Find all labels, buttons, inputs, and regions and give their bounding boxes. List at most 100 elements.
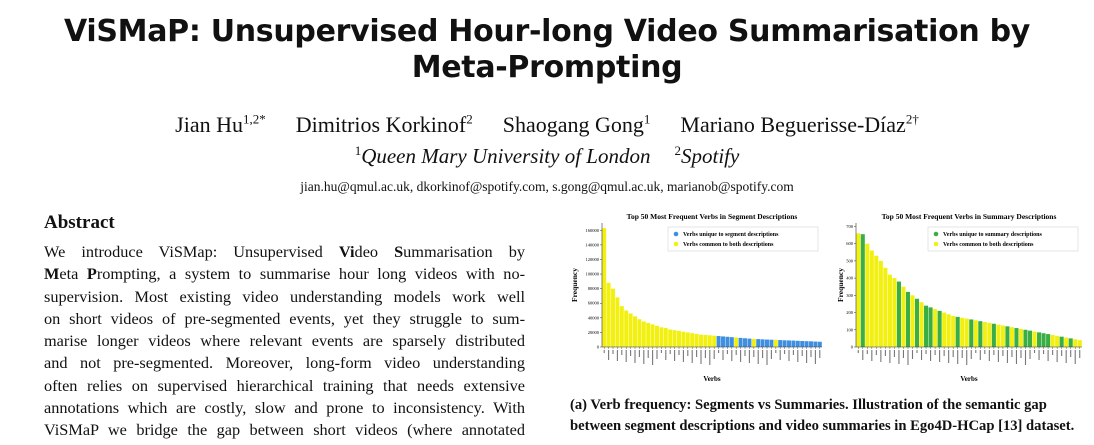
text-run: on short videos of pre-segmented events,… (44, 308, 525, 328)
y-tick-label: 0 (851, 345, 854, 350)
bar (817, 341, 822, 347)
bar (878, 260, 883, 347)
bar (982, 322, 987, 347)
text-line: on short videos of pre-segmented events,… (44, 308, 525, 330)
y-tick-label: 160000 (586, 228, 600, 233)
y-tick-label: 0 (597, 345, 600, 350)
bar (973, 320, 978, 347)
bar (650, 324, 655, 347)
bar (946, 314, 951, 347)
bar (1018, 328, 1024, 347)
x-axis-label: Verbs (703, 375, 721, 383)
bar (641, 321, 646, 347)
bar (690, 333, 695, 347)
legend-label: Verbs common to both descriptions (683, 242, 774, 248)
y-tick-label: 400 (846, 276, 854, 281)
text-line: marise longer videos where relevant even… (44, 330, 525, 352)
affiliation-mark: 2 (674, 143, 681, 158)
bar (1050, 334, 1055, 347)
affiliation: 2Spotify (674, 143, 739, 168)
bar (1077, 340, 1082, 347)
bar (637, 319, 642, 347)
bar (1037, 332, 1042, 347)
bar (991, 323, 996, 347)
legend-box (667, 226, 819, 252)
bar (951, 316, 956, 347)
bar (1055, 335, 1060, 347)
text-line: often relies on supervised hierarchical … (44, 375, 525, 397)
bar (892, 278, 897, 347)
abstract-text: We introduce ViSMap: Unsupervised Video … (44, 241, 525, 442)
bar (1005, 326, 1010, 347)
bar (1027, 330, 1033, 347)
caption: (a) Verb frequency: Segments vs Summarie… (570, 397, 1075, 434)
bar (955, 316, 960, 347)
paper-title: ViSMaP: Unsupervised Hour-long Video Sum… (63, 14, 1031, 85)
bar (694, 333, 699, 347)
legend-marker (673, 241, 679, 247)
bar (860, 234, 865, 347)
bar (606, 282, 611, 347)
bar (663, 328, 668, 347)
text-line: annotations which are costly, slow and p… (44, 397, 525, 419)
bar (681, 331, 686, 347)
bar (1009, 327, 1014, 347)
bar (987, 322, 992, 347)
bar (760, 339, 765, 347)
bar (769, 339, 774, 347)
bar (765, 339, 769, 347)
bar (747, 338, 752, 347)
author-mark: 1 (643, 112, 651, 127)
bar (791, 340, 796, 347)
bar (937, 310, 942, 347)
text-run: We introduce ViSMap: Unsupervised (44, 242, 339, 261)
bar (707, 335, 712, 347)
bar (996, 324, 1001, 347)
y-tick-label: 20000 (588, 330, 600, 335)
y-tick-label: 200 (846, 310, 854, 315)
bar (1000, 325, 1005, 347)
y-tick-label: 600 (846, 241, 854, 246)
y-tick-label: 60000 (588, 301, 600, 306)
bar (1064, 337, 1069, 347)
author-mark: 2 (466, 112, 473, 127)
legend-box (927, 226, 1079, 252)
y-tick-label: 100000 (586, 272, 600, 277)
affiliation-name: Queen Mary University of London (361, 144, 651, 168)
bar (633, 316, 637, 347)
bar (960, 317, 965, 347)
text-line: Meta Prompting, a system to summarise ho… (44, 263, 525, 285)
bar (1014, 328, 1019, 347)
text-line: ViSMaP we bridge the gap between short v… (44, 419, 525, 441)
bar (1023, 329, 1028, 347)
bar (628, 313, 633, 347)
bar (743, 338, 747, 347)
author: Mariano Beguerisse-Díaz2† (680, 112, 918, 137)
bar (782, 340, 787, 347)
y-tick-label: 80000 (588, 286, 600, 291)
bar (887, 274, 892, 347)
bar (905, 291, 911, 347)
bold-run: M (44, 264, 60, 284)
bar (856, 233, 861, 347)
bar (659, 327, 664, 347)
bar (1041, 333, 1046, 347)
bold-run: S (394, 242, 404, 261)
bar (865, 243, 870, 347)
text-line: and not pre-segmented. Moreover, long-fo… (44, 352, 525, 374)
bar (901, 286, 906, 347)
bar (924, 305, 929, 347)
text-run: annotations which are costly, slow and p… (44, 398, 525, 418)
bar (778, 340, 783, 347)
text-run: supervision. Most existing video underst… (44, 286, 525, 306)
author-name: Dimitrios Korkinof (295, 112, 467, 138)
author: Dimitrios Korkinof2 (296, 112, 473, 137)
bar (615, 297, 620, 347)
bar (928, 307, 933, 347)
text-run: ViSMaP we bridge the gap between short v… (44, 420, 525, 440)
bar (910, 295, 915, 347)
affiliations: 1Queen Mary University of London 2Spotify (0, 143, 1094, 169)
bar (619, 306, 624, 347)
bar (721, 336, 725, 347)
